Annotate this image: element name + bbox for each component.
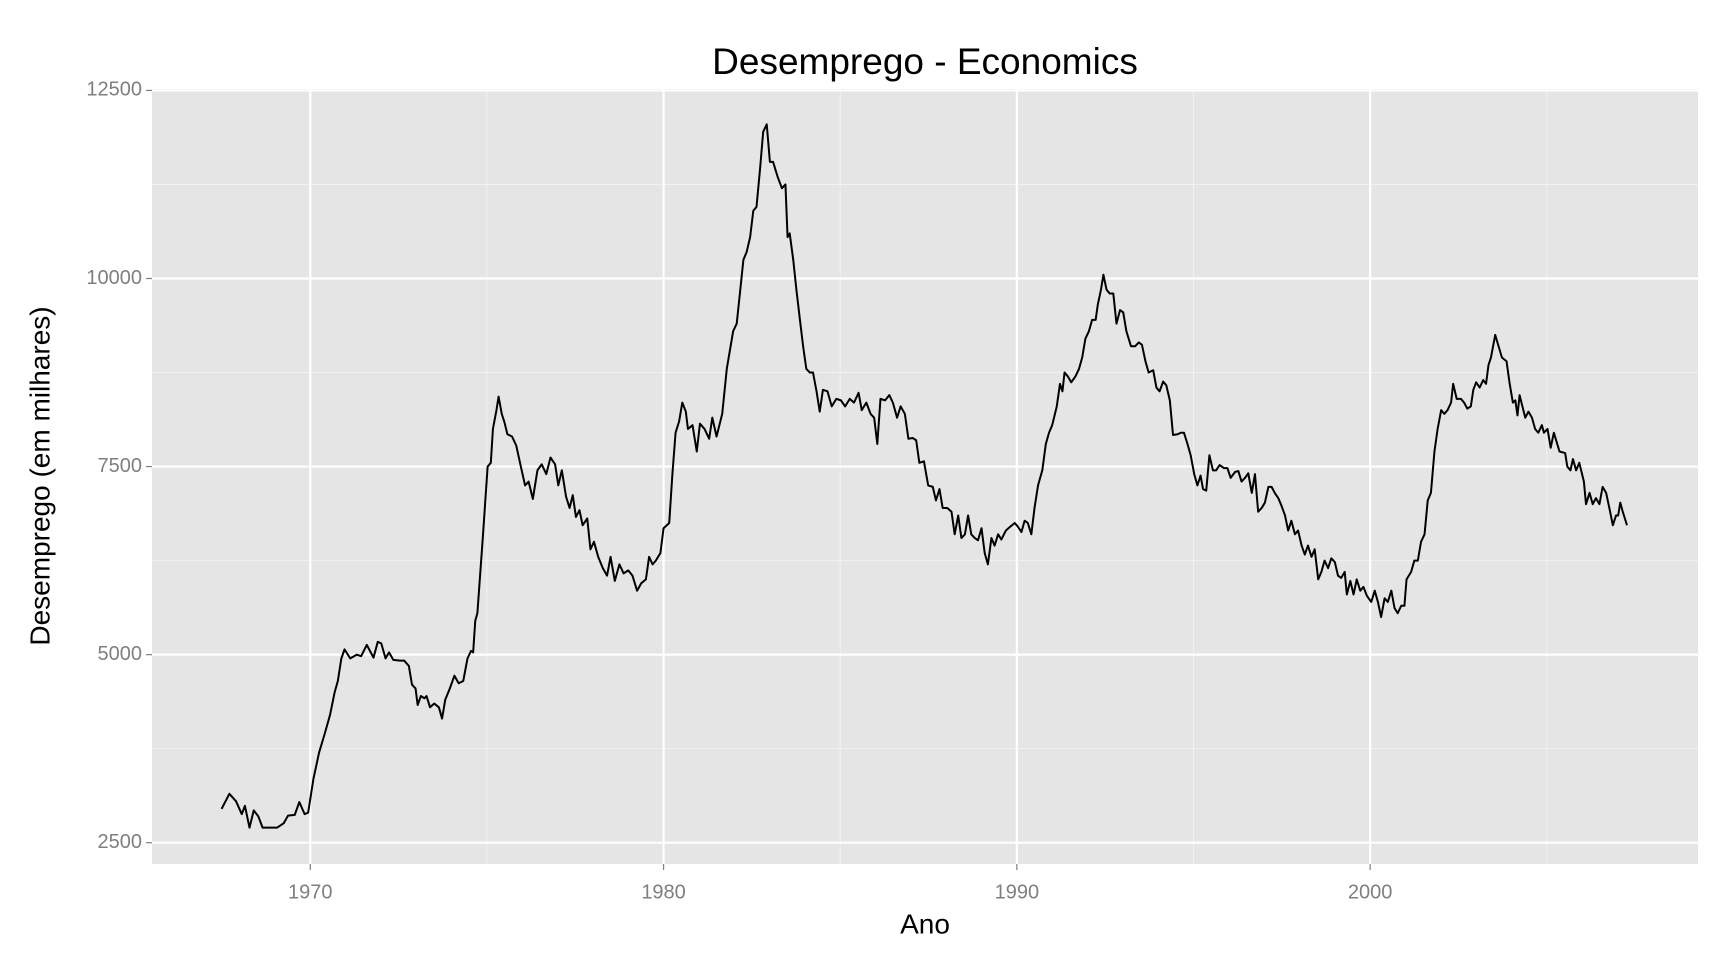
data-line xyxy=(220,123,1628,829)
x-axis-title: Ano xyxy=(900,908,950,939)
y-tick-label: 5000 xyxy=(98,643,143,665)
plot-panel xyxy=(152,89,1698,864)
x-tick-label: 2000 xyxy=(1348,881,1393,903)
x-tick-label: 1970 xyxy=(288,881,333,903)
x-tick-label: 1990 xyxy=(995,881,1040,903)
x-tick-label: 1980 xyxy=(641,881,686,903)
y-tick-label: 7500 xyxy=(98,455,143,477)
y-axis-title: Desemprego (em milhares) xyxy=(24,306,55,645)
chart-title: Desemprego - Economics xyxy=(712,41,1138,82)
y-tick-label: 12500 xyxy=(86,79,142,101)
y-tick-label: 10000 xyxy=(86,267,142,289)
y-tick-label: 2500 xyxy=(98,831,143,853)
